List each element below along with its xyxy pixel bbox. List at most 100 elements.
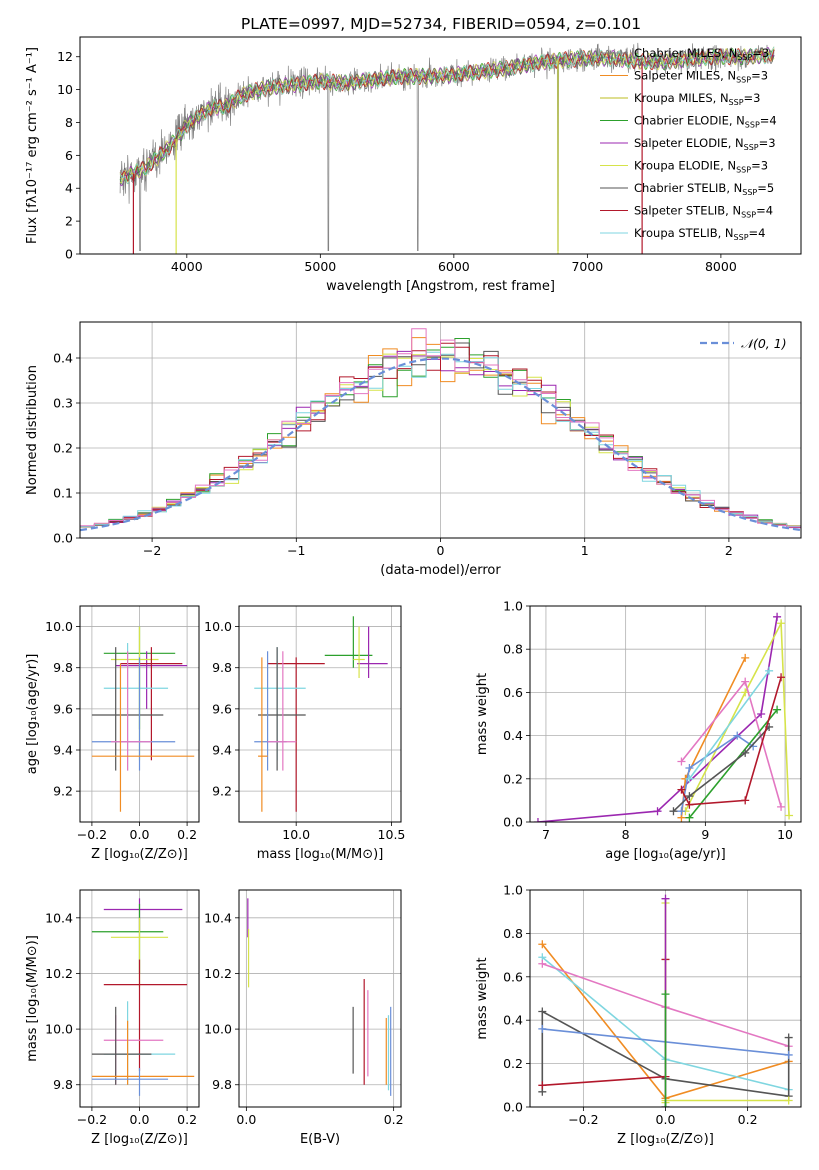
axes-frame <box>238 889 402 1108</box>
weight-point-marker <box>685 792 694 801</box>
weight-point-marker <box>669 807 678 816</box>
y-axis-label: age [log₁₀(age/yr)] <box>25 654 40 775</box>
residual-histogram <box>80 342 801 528</box>
x-tick-label: 10 <box>777 827 793 842</box>
axis-decoration: 0.0 0.2 9.8 10.0 10.2 10.4 E(B-V) <box>204 889 404 1147</box>
y-tick-label: 9.2 <box>53 784 73 799</box>
weight-point-marker <box>677 807 686 816</box>
y-tick-label: 0.4 <box>503 1013 523 1028</box>
x-tick-label: 8 <box>622 827 630 842</box>
y-tick-label: 0.4 <box>53 351 73 366</box>
y-tick-label: 0.0 <box>53 531 73 546</box>
weight-series-line <box>688 709 778 819</box>
x-tick-label: 10.0 <box>282 827 310 842</box>
legend-entry: Salpeter STELIB, NSSP=4 <box>634 204 773 220</box>
weight-point-marker <box>661 1103 670 1107</box>
plot-area <box>247 898 392 1096</box>
weight-point-marker <box>538 959 547 968</box>
plot-area <box>538 894 793 1107</box>
y-tick-label: 10.2 <box>204 966 232 981</box>
weight-point-marker <box>685 813 694 822</box>
weight-point-marker <box>773 612 782 621</box>
weight-point-marker <box>784 1033 793 1042</box>
legend: 𝒩(0, 1) <box>700 336 787 351</box>
axes-weight-vs-Z: −0.2 0.0 0.2 0.0 0.2 0.4 0.6 0.8 1.0 Z [log₁₀(Z/Z… <box>475 883 802 1147</box>
x-tick-label: 9 <box>701 827 709 842</box>
weight-point-marker <box>765 666 774 675</box>
x-axis-label: (data-model)/error <box>380 563 501 578</box>
y-axis-label: mass [log₁₀(M/M⊙)] <box>25 935 40 1062</box>
x-tick-label: 6000 <box>438 259 470 274</box>
axes-weight-vs-age: 7 8 9 10 0.0 0.2 0.4 0.6 0.8 1.0 age [log₁₀(age/yr… <box>475 599 802 862</box>
weight-series-line <box>680 677 782 806</box>
x-tick-label: −1 <box>287 543 305 558</box>
weight-series-line <box>672 726 770 812</box>
x-tick-label: 0.0 <box>130 827 150 842</box>
y-tick-label: 4 <box>65 181 73 196</box>
x-tick-label: 8000 <box>705 259 737 274</box>
figure-title: PLATE=0997, MJD=52734, FIBERID=0594, z=0… <box>241 15 641 33</box>
x-axis-label: Z [log₁₀(Z/Z⊙)] <box>617 1132 714 1147</box>
legend-entry: Chabrier ELODIE, NSSP=4 <box>634 114 777 130</box>
y-tick-label: 0.1 <box>53 486 73 501</box>
weight-point-marker <box>677 785 686 794</box>
weight-point-marker <box>685 774 694 783</box>
y-tick-label: 0.2 <box>503 771 523 786</box>
axis-decoration: 10.0 10.5 9.2 9.4 9.6 9.8 10.0 mass [log₁₀(M/M⊙… <box>204 605 406 862</box>
y-tick-label: 9.2 <box>212 784 232 799</box>
plot-area <box>80 328 801 532</box>
x-tick-label: 7000 <box>571 259 603 274</box>
y-tick-label: 10.0 <box>204 1022 232 1037</box>
weight-point-marker <box>773 705 782 714</box>
y-tick-label: 0 <box>65 247 73 262</box>
y-tick-label: 10.0 <box>204 619 232 634</box>
weight-point-marker <box>757 710 766 718</box>
axis-decoration: 4000 5000 6000 7000 8000 0 2 4 6 8 10 12 wavelength … <box>25 36 802 294</box>
weight-point-marker <box>677 757 686 766</box>
weight-point-marker <box>653 807 662 816</box>
y-tick-label: 0.4 <box>503 728 523 743</box>
y-tick-label: 9.4 <box>212 743 232 758</box>
axis-decoration: −2 −1 0 1 2 0.0 0.1 0.2 0.3 0.4 (data-model)/error… <box>25 321 802 578</box>
axes-frame <box>238 605 402 823</box>
x-tick-label: −0.2 <box>568 1112 598 1127</box>
weight-point-marker <box>784 1050 793 1059</box>
x-tick-label: 0.0 <box>656 1112 676 1127</box>
x-tick-label: 5000 <box>304 259 336 274</box>
weight-point-marker <box>741 653 750 662</box>
y-tick-label: 0.6 <box>503 969 523 984</box>
y-tick-label: 6 <box>65 148 73 163</box>
weight-point-marker <box>685 764 694 772</box>
y-tick-label: 9.8 <box>53 1077 73 1092</box>
y-tick-label: 9.6 <box>53 701 73 716</box>
legend-entry: Kroupa ELODIE, NSSP=3 <box>634 159 768 175</box>
x-axis-label: Z [log₁₀(Z/Z⊙)] <box>91 1132 188 1147</box>
y-axis-label: Flux [fλ10⁻¹⁷ erg cm⁻² s⁻¹ A⁻¹] <box>25 47 40 244</box>
x-tick-label: 10.5 <box>378 827 406 842</box>
y-tick-label: 0.2 <box>53 441 73 456</box>
weight-point-marker <box>538 1081 547 1090</box>
y-tick-label: 0.8 <box>503 642 523 657</box>
weight-point-marker <box>538 1007 547 1016</box>
axis-decoration: −0.2 0.0 0.2 9.8 10.0 10.2 10.4 Z [log₁₀(Z/Z⊙)]… <box>25 889 200 1147</box>
y-tick-label: 9.6 <box>212 701 232 716</box>
legend-entry: Kroupa STELIB, NSSP=4 <box>634 226 765 242</box>
weight-point-marker <box>785 811 794 820</box>
x-tick-label: 0.2 <box>177 1112 197 1127</box>
x-tick-label: −0.2 <box>77 1112 107 1127</box>
plot-area <box>254 616 388 812</box>
y-tick-label: 1.0 <box>503 599 523 614</box>
spectrum-model-line <box>119 47 775 186</box>
y-tick-label: 10.4 <box>45 910 73 925</box>
legend-entry: Salpeter ELODIE, NSSP=3 <box>634 136 776 152</box>
y-tick-label: 0.0 <box>503 1100 523 1115</box>
y-tick-label: 0.3 <box>53 396 73 411</box>
y-tick-label: 9.8 <box>212 1077 232 1092</box>
x-axis-label: mass [log₁₀(M/M⊙)] <box>257 847 384 862</box>
y-tick-label: 10.0 <box>45 619 73 634</box>
y-tick-label: 9.4 <box>53 743 73 758</box>
y-tick-label: 10 <box>57 82 73 97</box>
axes-mass-vs-Z: −0.2 0.0 0.2 9.8 10.0 10.2 10.4 Z [log₁₀(Z/Z⊙)]… <box>25 889 200 1147</box>
x-tick-label: −2 <box>143 543 161 558</box>
